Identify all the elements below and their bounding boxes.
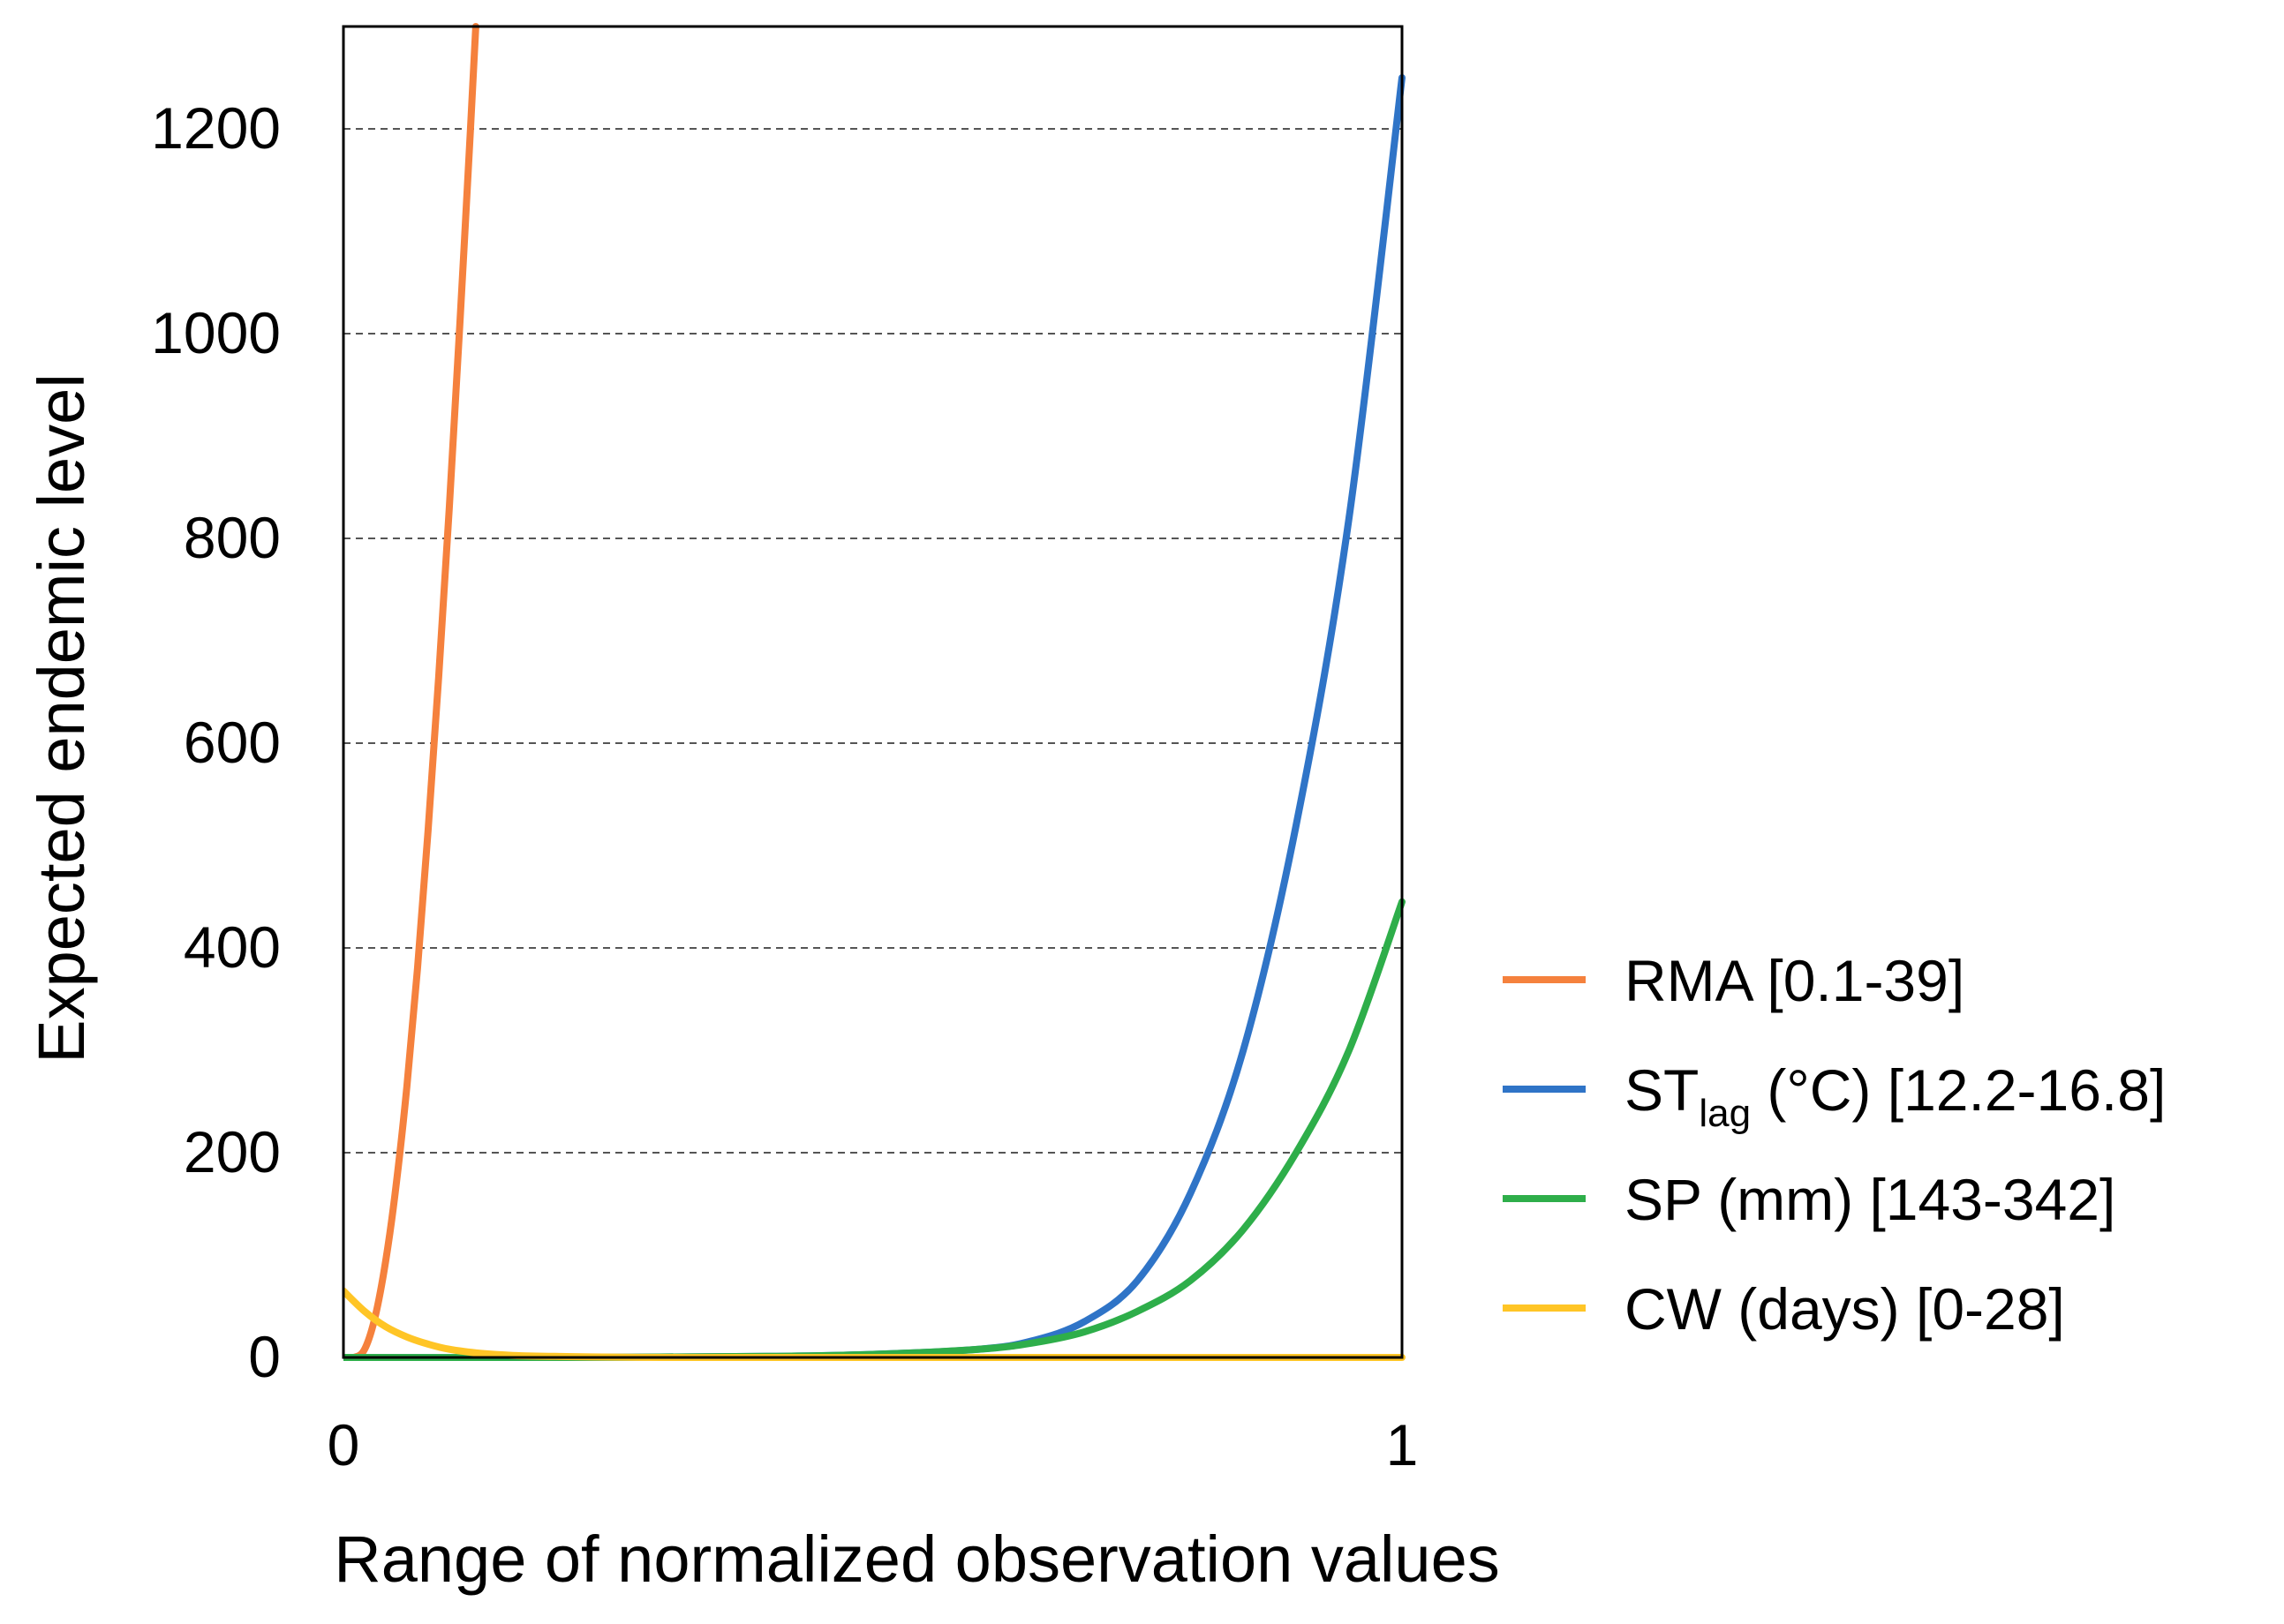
plot-area-frame [342,25,1404,1359]
y-axis-title: Expected endemic level [25,373,98,1064]
y-axis-ticks: 0 200 400 600 800 1000 1200 [151,95,281,1389]
series-line-1 [343,74,1406,1361]
series-lines [343,23,1406,1361]
legend-label-2: SP (mm) [143-342] [1624,1167,2115,1232]
y-tick-label-0: 0 [248,1324,281,1389]
y-tick-label-1000: 1000 [151,300,281,365]
legend-label-3: CW (days) [0-28] [1624,1276,2065,1342]
y-tick-label-1200: 1200 [151,95,281,161]
y-tick-label-200: 200 [184,1119,281,1184]
legend: RMA [0.1-39] STlag (°C) [12.2-16.8] SP (mm… [1503,948,2166,1342]
y-tick-label-400: 400 [184,914,281,980]
y-tick-label-600: 600 [184,710,281,775]
x-tick-label-0: 0 [328,1412,360,1477]
x-tick-label-1: 1 [1386,1412,1419,1477]
series-line-3 [343,1287,1406,1361]
series-line-2 [343,898,1406,1361]
legend-label-1: STlag (°C) [12.2-16.8] [1624,1057,2166,1135]
grid-lines [343,128,1402,1154]
x-axis-title: Range of normalized observation values [334,1522,1499,1596]
series-line-0 [343,23,479,1361]
legend-label-0: RMA [0.1-39] [1624,948,1964,1013]
y-tick-label-800: 800 [184,505,281,570]
